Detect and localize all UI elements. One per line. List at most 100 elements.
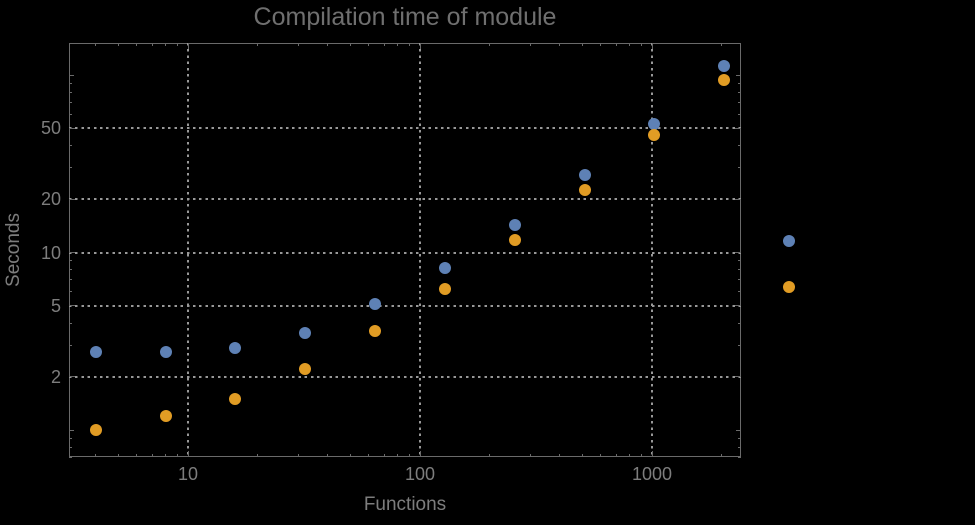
y-tick-right bbox=[735, 198, 741, 200]
y-tick bbox=[69, 437, 72, 439]
x-tick-top bbox=[530, 43, 532, 46]
data-point-orange-x256 bbox=[508, 234, 521, 247]
x-tick bbox=[721, 454, 723, 457]
y-tick bbox=[69, 291, 72, 293]
x-tick bbox=[136, 454, 138, 457]
y-tick bbox=[69, 446, 72, 448]
y-tick bbox=[69, 82, 72, 84]
data-point-orange-x1024 bbox=[648, 128, 661, 141]
gridline-horizontal bbox=[69, 304, 741, 307]
x-tick bbox=[581, 454, 583, 457]
y-tick-label: 50 bbox=[40, 118, 61, 139]
y-tick-right bbox=[738, 344, 741, 346]
gridline-horizontal bbox=[69, 127, 741, 130]
data-point-orange-x8 bbox=[159, 409, 172, 422]
x-tick bbox=[117, 454, 119, 457]
y-tick-right bbox=[738, 269, 741, 271]
chart-title: Compilation time of module bbox=[253, 3, 557, 31]
x-tick bbox=[327, 454, 329, 457]
x-tick-top bbox=[581, 43, 583, 46]
x-tick bbox=[176, 454, 178, 457]
y-tick-right bbox=[738, 437, 741, 439]
data-point-orange-x64 bbox=[369, 325, 382, 338]
x-tick-top bbox=[615, 43, 617, 46]
y-tick-right bbox=[738, 145, 741, 147]
y-tick-right bbox=[738, 82, 741, 84]
x-tick bbox=[615, 454, 617, 457]
x-tick bbox=[397, 454, 399, 457]
data-point-blue-x2048 bbox=[718, 59, 731, 72]
data-point-orange-x512 bbox=[578, 183, 591, 196]
y-tick bbox=[69, 145, 72, 147]
y-tick-right bbox=[738, 101, 741, 103]
data-point-orange-x2048 bbox=[718, 73, 731, 86]
y-tick bbox=[69, 269, 72, 271]
y-tick bbox=[69, 344, 72, 346]
y-tick-right bbox=[738, 167, 741, 169]
y-tick bbox=[69, 260, 72, 262]
y-tick-label: 2 bbox=[50, 366, 61, 387]
x-tick-label: 100 bbox=[404, 464, 436, 484]
x-tick bbox=[383, 454, 385, 457]
y-tick-right bbox=[738, 291, 741, 293]
x-tick-top bbox=[298, 43, 300, 46]
x-tick bbox=[419, 451, 421, 457]
x-tick bbox=[640, 454, 642, 457]
x-tick-top bbox=[349, 43, 351, 46]
y-tick-right bbox=[738, 322, 741, 324]
data-point-blue-x1024 bbox=[648, 117, 661, 130]
y-tick bbox=[69, 456, 72, 458]
y-tick-right bbox=[735, 376, 741, 378]
plot-frame bbox=[69, 43, 741, 457]
y-tick bbox=[69, 305, 75, 307]
gridline-horizontal bbox=[69, 375, 741, 378]
y-tick-right bbox=[736, 74, 741, 76]
x-tick bbox=[151, 454, 153, 457]
x-tick bbox=[408, 454, 410, 457]
y-tick bbox=[69, 91, 72, 93]
gridline-vertical bbox=[419, 43, 421, 457]
y-tick bbox=[69, 376, 75, 378]
legend-marker-blue-icon bbox=[783, 235, 795, 247]
x-tick-top bbox=[383, 43, 385, 46]
y-tick-right bbox=[738, 446, 741, 448]
x-tick-top bbox=[600, 43, 602, 46]
x-tick bbox=[368, 454, 370, 457]
y-tick-right bbox=[738, 279, 741, 281]
x-tick-top bbox=[629, 43, 631, 46]
y-tick bbox=[69, 322, 72, 324]
x-tick-top bbox=[721, 43, 723, 46]
x-tick bbox=[187, 451, 189, 457]
data-point-blue-x8 bbox=[159, 346, 172, 359]
x-tick bbox=[489, 454, 491, 457]
gridline-horizontal bbox=[69, 251, 741, 254]
y-tick-right bbox=[736, 429, 741, 431]
data-point-blue-x64 bbox=[369, 298, 382, 311]
x-tick-top bbox=[136, 43, 138, 46]
x-tick bbox=[559, 454, 561, 457]
x-axis-label: Functions bbox=[363, 494, 447, 515]
x-tick-top bbox=[489, 43, 491, 46]
x-tick bbox=[95, 454, 97, 457]
y-tick bbox=[69, 74, 74, 76]
data-point-orange-x128 bbox=[438, 283, 451, 296]
x-tick bbox=[257, 454, 259, 457]
x-tick-top bbox=[651, 43, 653, 49]
y-tick-right bbox=[738, 113, 741, 115]
y-tick-right bbox=[738, 456, 741, 458]
y-tick bbox=[69, 198, 75, 200]
y-tick bbox=[69, 429, 74, 431]
data-point-blue-x256 bbox=[508, 219, 521, 232]
x-tick-top bbox=[640, 43, 642, 46]
gridline-vertical bbox=[187, 43, 189, 457]
y-tick bbox=[69, 127, 75, 129]
y-tick bbox=[69, 167, 72, 169]
x-tick-label: 1000 bbox=[631, 464, 673, 484]
data-point-orange-x16 bbox=[229, 392, 242, 405]
x-tick-top bbox=[419, 43, 421, 49]
x-tick bbox=[651, 451, 653, 457]
y-tick-label: 5 bbox=[50, 295, 61, 316]
y-tick bbox=[69, 113, 72, 115]
x-tick-label: 10 bbox=[177, 464, 199, 484]
y-tick bbox=[69, 279, 72, 281]
